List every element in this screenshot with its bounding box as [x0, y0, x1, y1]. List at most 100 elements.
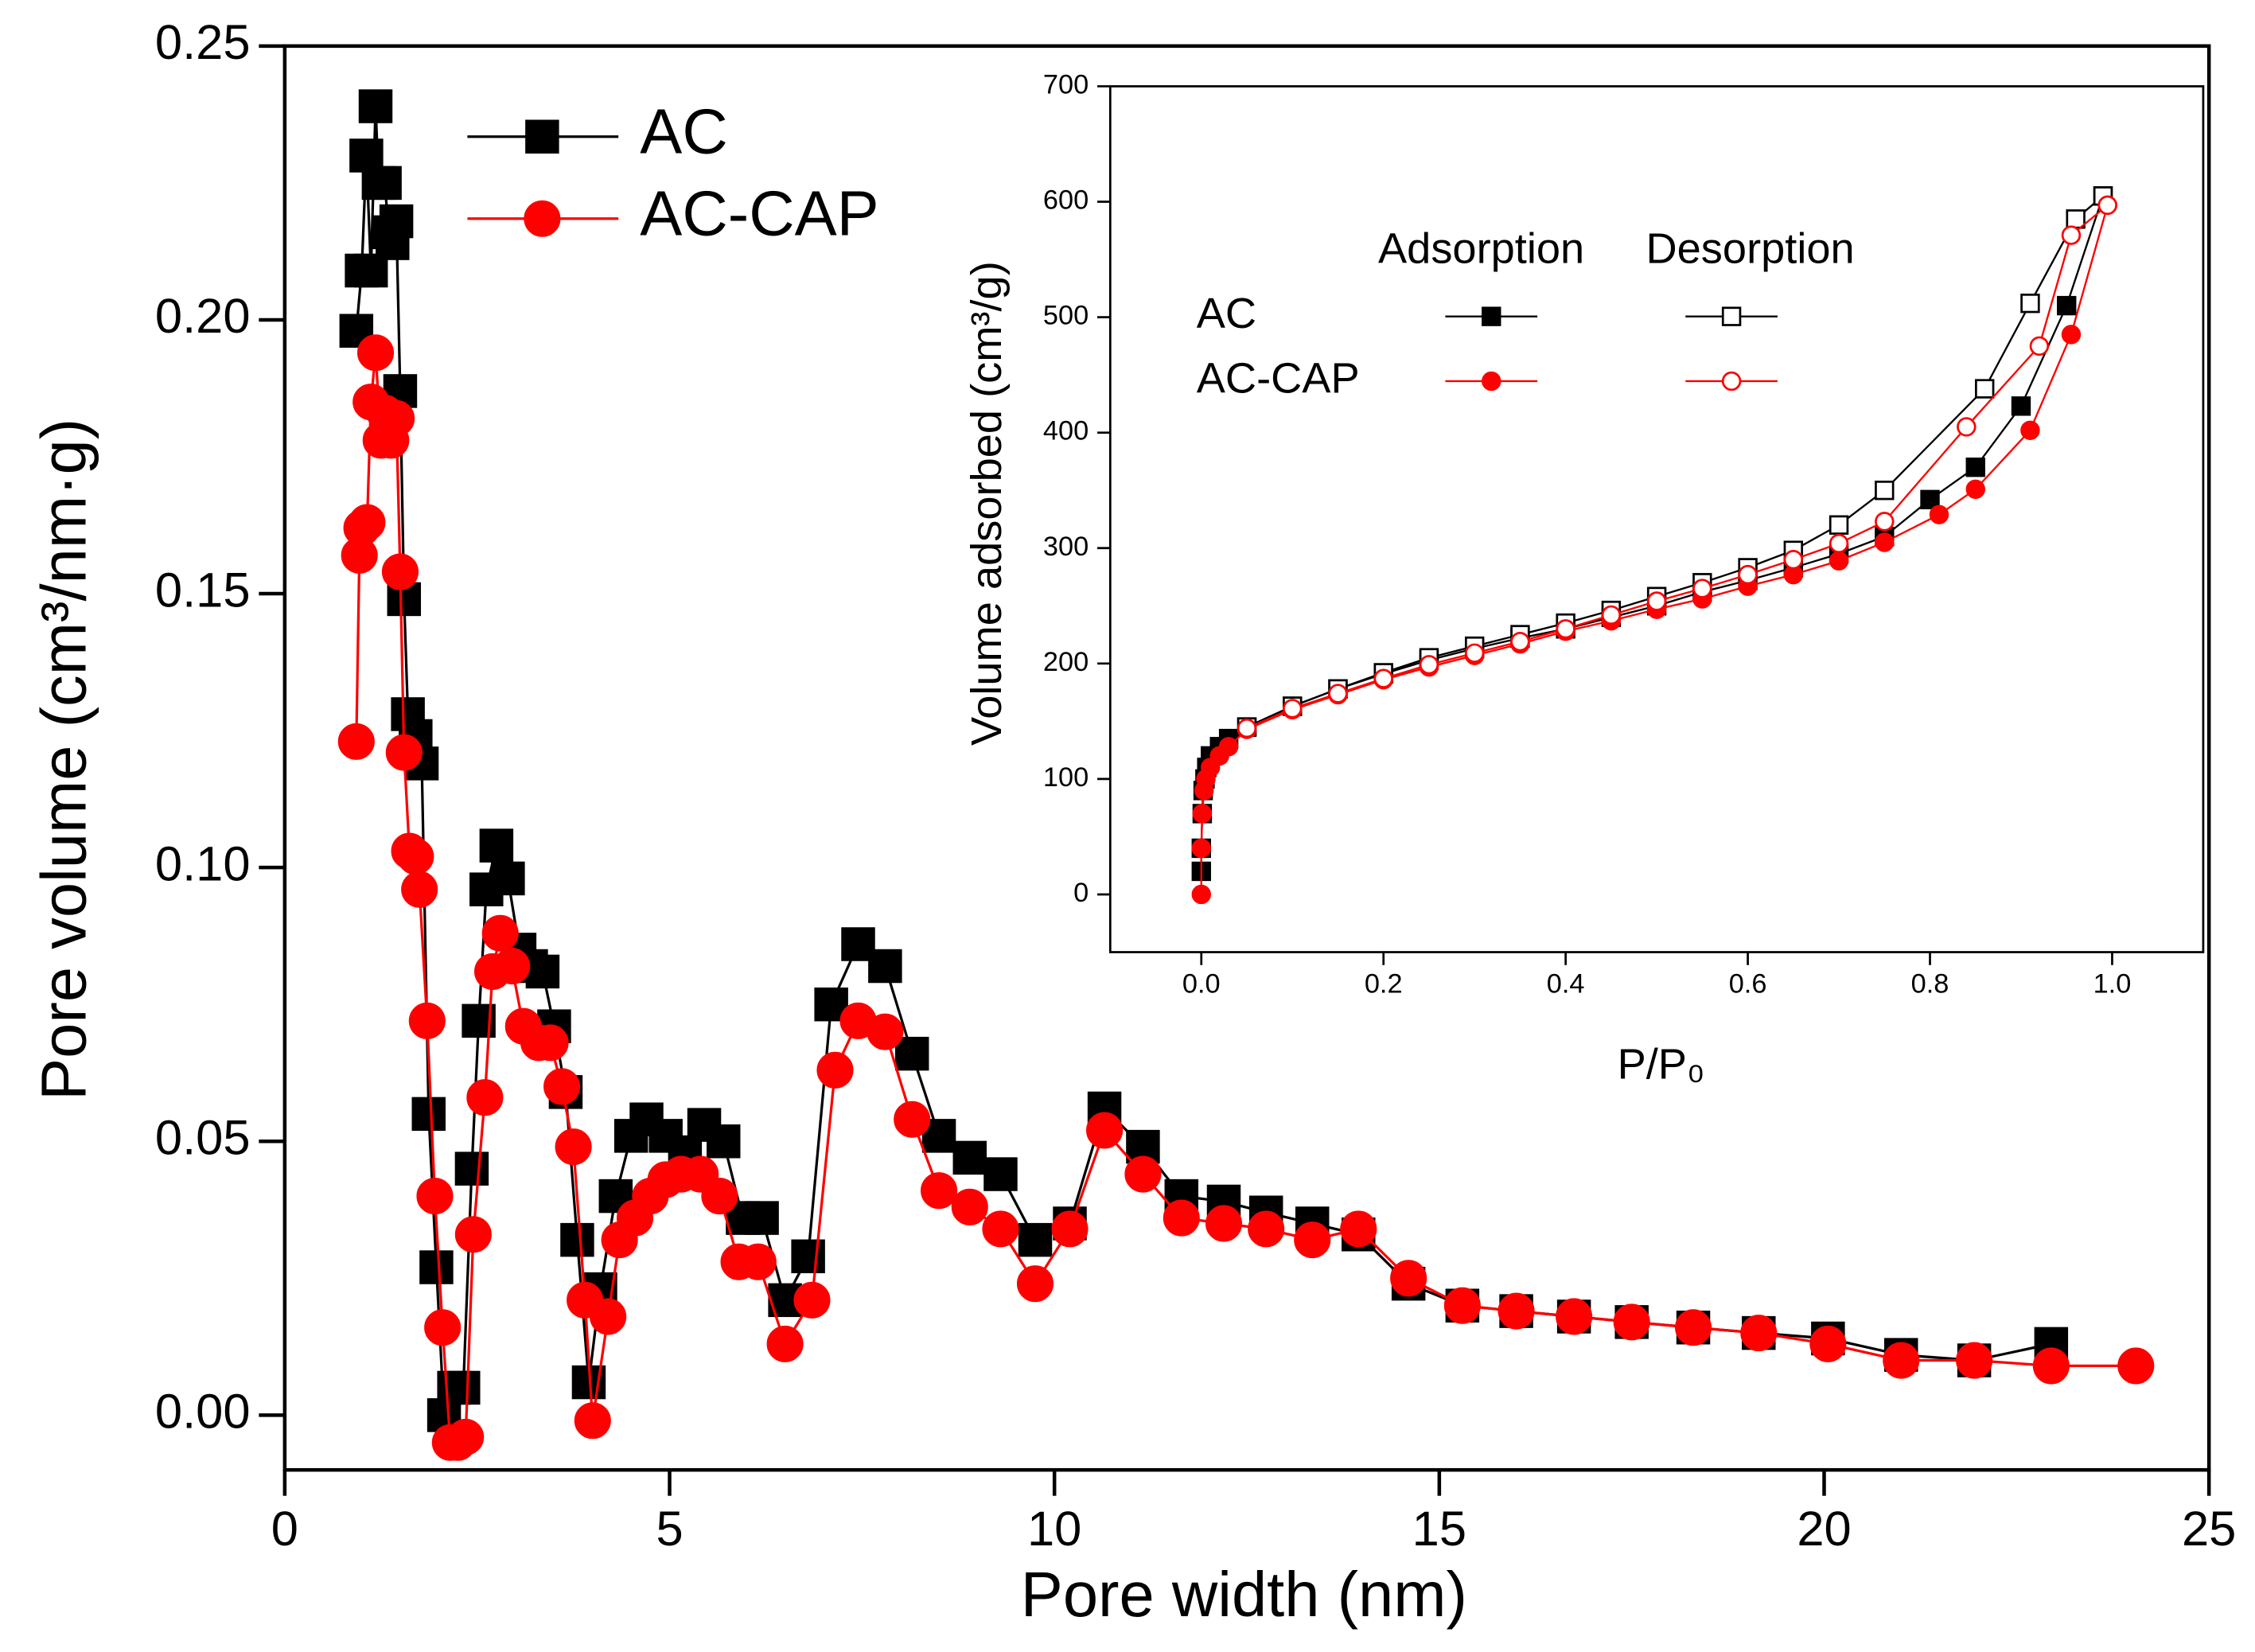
data-point	[1875, 512, 1895, 532]
data-point	[2020, 420, 2040, 440]
data-point	[2061, 325, 2082, 345]
data-point	[1875, 532, 1895, 552]
data-point	[706, 1124, 741, 1159]
data-point	[921, 1172, 958, 1210]
data-point	[2029, 336, 2050, 357]
data-point	[447, 1418, 485, 1455]
y-tick-label: 0.15	[155, 563, 251, 618]
data-point	[982, 1210, 1019, 1248]
data-point	[1646, 591, 1667, 611]
data-point	[1340, 1210, 1377, 1248]
x-tick-label: 15	[1412, 1502, 1466, 1557]
data-point	[921, 1119, 956, 1153]
data-point	[791, 1239, 825, 1274]
y-tick-label: 100	[1043, 762, 1089, 793]
data-point	[1283, 699, 1303, 719]
data-point	[1086, 1112, 1124, 1149]
data-point	[1965, 457, 1985, 477]
x-tick-label: 1.0	[2093, 969, 2132, 999]
y-tick-label: 0.05	[155, 1110, 251, 1165]
legend-label: AC	[640, 96, 727, 167]
data-point	[701, 1178, 738, 1215]
data-point	[424, 1309, 462, 1346]
data-point	[1556, 1298, 1593, 1335]
data-point	[1929, 505, 1949, 524]
y-tick-label: 0.10	[155, 836, 251, 891]
data-point	[1956, 1342, 1993, 1379]
y-tick-label: 400	[1043, 416, 1089, 446]
y-tick-label: 300	[1043, 532, 1089, 562]
legend-column-header: Adsorption	[1378, 225, 1584, 273]
data-point	[419, 1250, 454, 1284]
data-point	[894, 1036, 929, 1071]
x-tick-label: 0.0	[1182, 969, 1221, 999]
x-tick-label: 25	[2182, 1502, 2236, 1557]
data-point	[401, 871, 438, 908]
data-point	[2097, 195, 2117, 216]
data-point	[1829, 551, 1849, 571]
data-point	[1510, 632, 1530, 652]
data-point	[1218, 737, 1239, 757]
data-point	[951, 1188, 988, 1225]
data-point	[1294, 1221, 1331, 1259]
data-point	[411, 1097, 446, 1132]
y-tick-label: 600	[1043, 185, 1089, 216]
x-tick-label: 0.2	[1365, 969, 1403, 999]
data-point	[1051, 1210, 1089, 1248]
y-tick-label: 0	[1073, 878, 1089, 908]
data-point	[532, 1024, 569, 1062]
data-point	[952, 1140, 987, 1175]
data-point	[525, 954, 560, 989]
x-tick-label: 0.6	[1729, 969, 1767, 999]
x-tick-label: 0.8	[1911, 969, 1949, 999]
data-point	[2117, 1347, 2155, 1385]
data-point	[397, 838, 434, 875]
data-point	[466, 1079, 504, 1116]
data-point	[2011, 396, 2031, 416]
data-point	[1883, 1342, 1920, 1379]
data-point	[1419, 655, 1439, 675]
data-point	[1738, 564, 1758, 585]
data-point	[1829, 515, 1849, 535]
x-tick-label: 20	[1797, 1502, 1851, 1557]
data-point	[1163, 1199, 1200, 1237]
legend-marker	[1482, 371, 1501, 392]
data-point	[2066, 209, 2086, 229]
data-point	[816, 1051, 854, 1089]
data-point	[555, 1128, 592, 1166]
y-axis-title: Volume adsorbed (cm³/g)	[963, 261, 1011, 746]
legend-marker	[1721, 306, 1742, 326]
data-point	[793, 1281, 831, 1319]
data-point	[416, 1178, 454, 1215]
data-point	[560, 1222, 594, 1257]
data-point	[867, 1013, 904, 1050]
x-axis-title: Pore width (nm)	[1021, 1559, 1467, 1630]
data-point	[1613, 1303, 1650, 1341]
data-point	[1443, 1287, 1481, 1324]
data-point	[1675, 1309, 1712, 1346]
data-point	[766, 1325, 804, 1362]
data-point	[454, 1216, 492, 1253]
data-point	[349, 504, 386, 541]
legend-row-label: AC	[1197, 290, 1256, 337]
data-point	[1191, 884, 1211, 905]
data-point	[493, 947, 531, 985]
y-tick-label: 200	[1043, 647, 1089, 677]
data-point	[385, 734, 423, 771]
data-point	[2057, 295, 2077, 316]
data-point	[1192, 804, 1213, 824]
data-point	[894, 1101, 931, 1138]
data-point	[590, 1298, 627, 1335]
data-point	[1875, 481, 1895, 501]
y-tick-label: 500	[1043, 301, 1089, 331]
data-point	[1975, 379, 1995, 399]
data-point	[1692, 579, 1712, 598]
y-tick-label: 700	[1043, 70, 1089, 100]
data-point	[1497, 1292, 1535, 1330]
y-axis-title: Pore volume (cm³/nm·g)	[29, 419, 99, 1101]
data-point	[1601, 605, 1622, 625]
data-point	[574, 1402, 611, 1440]
data-point	[481, 914, 519, 952]
data-point	[1328, 684, 1348, 703]
